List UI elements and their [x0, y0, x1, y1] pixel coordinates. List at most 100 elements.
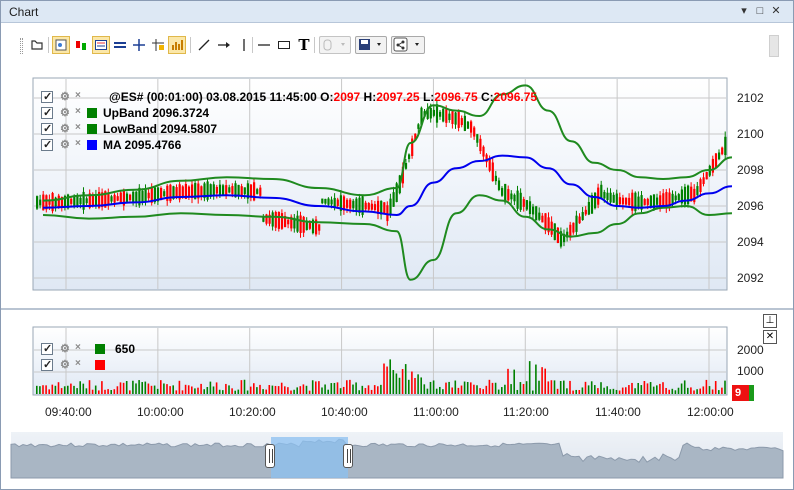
- candle-body: [364, 202, 367, 210]
- volume-bar: [550, 380, 553, 394]
- navigator-right-handle[interactable]: [343, 444, 353, 468]
- save-dropdown[interactable]: [355, 36, 387, 54]
- trend-line-icon[interactable]: [195, 36, 213, 54]
- remove-icon[interactable]: ×: [75, 106, 81, 117]
- candle-body: [274, 211, 277, 228]
- add-indicator-icon[interactable]: [149, 36, 167, 54]
- candle-body: [411, 138, 414, 157]
- volume-bar: [556, 388, 559, 394]
- navigator-left-handle[interactable]: [265, 444, 275, 468]
- mouse-mode-dropdown[interactable]: [319, 36, 351, 54]
- legend-checkbox[interactable]: [41, 122, 53, 135]
- volume-bar: [584, 381, 587, 394]
- volume-bar: [256, 387, 258, 394]
- candle-body: [454, 112, 457, 125]
- volume-bar: [119, 382, 122, 394]
- rectangle-icon[interactable]: [275, 36, 293, 54]
- candle-body: [417, 124, 420, 129]
- chart-settings-icon[interactable]: [28, 36, 46, 54]
- y-tick-label: 2094: [737, 235, 764, 249]
- candle-body: [600, 184, 603, 199]
- toolbar-grip[interactable]: [20, 38, 23, 54]
- close-button[interactable]: ✕: [771, 5, 781, 17]
- volume-bar: [63, 386, 66, 394]
- volume-bar: [665, 387, 667, 394]
- candle-body: [594, 192, 597, 209]
- volume-bar: [85, 388, 88, 394]
- volume-bar: [708, 386, 711, 394]
- text-icon[interactable]: T: [298, 36, 310, 54]
- crosshair-icon[interactable]: [130, 36, 148, 54]
- volume-bar: [423, 384, 426, 394]
- volume-y-tick-label: 1000: [737, 364, 764, 378]
- arrow-icon[interactable]: [215, 36, 233, 54]
- candle-body: [491, 162, 494, 182]
- horizontal-line-icon[interactable]: [255, 36, 273, 54]
- volume-bar: [519, 382, 522, 394]
- candle-body: [107, 193, 110, 206]
- legend-checkbox[interactable]: [41, 342, 53, 355]
- candle-body: [476, 134, 479, 143]
- y-tick-label: 2092: [737, 271, 764, 285]
- volume-bar: [696, 389, 698, 394]
- candle-body: [435, 104, 439, 123]
- candle-body: [73, 196, 76, 206]
- close-pane-button[interactable]: ✕: [763, 330, 777, 344]
- gear-icon[interactable]: ⚙: [60, 123, 70, 135]
- maximize-button[interactable]: □: [756, 5, 764, 17]
- legend-checkbox[interactable]: [41, 138, 53, 151]
- gear-icon[interactable]: ⚙: [60, 139, 70, 151]
- candle-body: [153, 187, 156, 203]
- legend-settings-icon[interactable]: [52, 36, 70, 54]
- gear-icon[interactable]: ⚙: [60, 91, 70, 103]
- toolbar-overflow[interactable]: [769, 35, 779, 57]
- candle-body: [333, 197, 336, 207]
- volume-bar: [522, 384, 525, 394]
- gear-icon[interactable]: ⚙: [60, 343, 70, 355]
- candle-body: [556, 227, 559, 244]
- pin-pane-button[interactable]: ⊥: [763, 314, 777, 328]
- remove-icon[interactable]: ×: [75, 138, 81, 149]
- volume-bar: [271, 385, 274, 394]
- title-bar: Chart ▾ □ ✕: [1, 1, 793, 23]
- volume-bar: [358, 390, 360, 394]
- volume-bar: [305, 385, 308, 394]
- candle-body: [70, 198, 73, 204]
- volume-bar: [141, 382, 143, 394]
- candle-body: [519, 192, 522, 210]
- volume-legend: ⚙ × 650 ⚙ ×: [41, 342, 241, 374]
- candle-body: [373, 204, 377, 210]
- candle-body: [308, 222, 311, 229]
- volume-bar: [501, 387, 503, 394]
- volume-bar: [253, 383, 255, 394]
- legend-swatch: [95, 344, 105, 354]
- horizontal-bar-icon[interactable]: [111, 36, 129, 54]
- candle-body: [76, 195, 79, 207]
- candle-body: [510, 193, 513, 200]
- legend-checkbox[interactable]: [41, 90, 53, 103]
- volume-bar: [209, 381, 212, 394]
- volume-bar: [541, 367, 543, 394]
- share-dropdown[interactable]: [391, 36, 425, 54]
- candle-colors-icon[interactable]: [72, 36, 90, 54]
- candle-body: [147, 192, 150, 199]
- remove-icon[interactable]: ×: [75, 90, 81, 101]
- legend-checkbox[interactable]: [41, 106, 53, 119]
- remove-icon[interactable]: ×: [75, 358, 81, 369]
- gear-icon[interactable]: ⚙: [60, 359, 70, 371]
- remove-icon[interactable]: ×: [75, 342, 81, 353]
- volume-bar: [411, 371, 413, 394]
- box-select-icon[interactable]: [92, 36, 110, 54]
- candle-body: [330, 199, 333, 205]
- volume-bar: [234, 390, 236, 394]
- bar-chart-icon[interactable]: [168, 36, 186, 54]
- vertical-line-icon[interactable]: [235, 36, 253, 54]
- legend-checkbox[interactable]: [41, 358, 53, 371]
- window-menu-button[interactable]: ▾: [741, 5, 747, 17]
- volume-bar: [569, 380, 571, 394]
- candle-body: [63, 195, 67, 208]
- gear-icon[interactable]: ⚙: [60, 107, 70, 119]
- pane-splitter[interactable]: [1, 308, 793, 310]
- remove-icon[interactable]: ×: [75, 122, 81, 133]
